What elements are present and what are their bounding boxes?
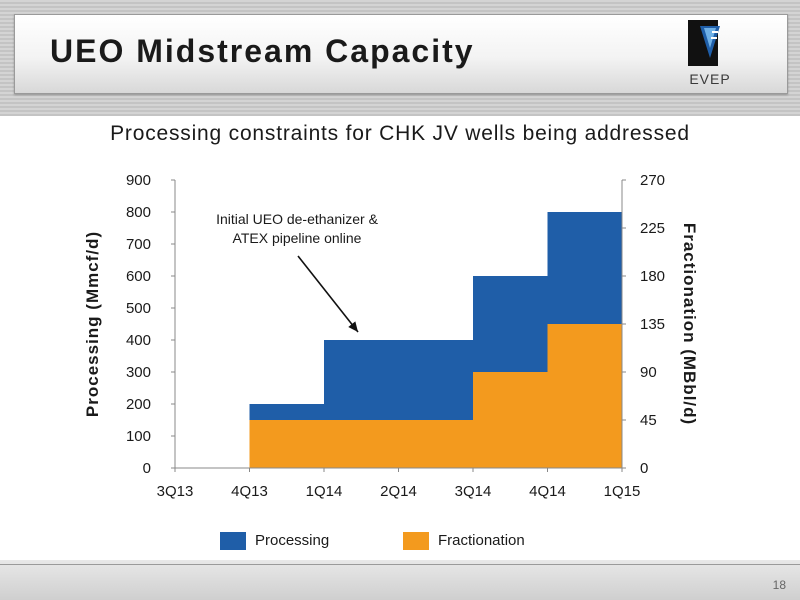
right-tick-label: 0 [640, 460, 648, 477]
chart: 0 100 200 300 400 500 600 700 800 900 0 45 90 135 180 2… [83, 172, 699, 500]
x-tick-label: 4Q13 [231, 483, 268, 500]
page-number: 18 [772, 578, 786, 592]
left-tick-label: 100 [126, 428, 151, 445]
page-title: UEO Midstream Capacity [50, 33, 475, 69]
evep-logo: EVEP [688, 20, 730, 87]
right-tick-label: 135 [640, 316, 665, 333]
right-axis-title: Fractionation (MBbl/d) [680, 223, 699, 425]
footer-band [0, 560, 800, 600]
x-tick-label: 1Q15 [604, 483, 641, 500]
footer-divider [0, 564, 800, 565]
left-tick-label: 300 [126, 364, 151, 381]
annotation-arrow-line [297, 255, 359, 333]
left-tick-label: 900 [126, 172, 151, 189]
x-tick-label: 3Q14 [455, 483, 492, 500]
right-tick-label: 45 [640, 412, 657, 429]
x-tick-label: 3Q13 [157, 483, 194, 500]
legend-swatch-processing [220, 532, 246, 550]
left-tick-label: 400 [126, 332, 151, 349]
logo-text: EVEP [689, 71, 730, 87]
annotation-arrowhead [348, 321, 358, 332]
left-tick-label: 700 [126, 236, 151, 253]
left-tick-label: 600 [126, 268, 151, 285]
left-tick-label: 200 [126, 396, 151, 413]
legend-swatch-fractionation [403, 532, 429, 550]
fractionation-area [249, 324, 622, 468]
right-tick-label: 180 [640, 268, 665, 285]
left-axis-title: Processing (Mmcf/d) [83, 231, 102, 417]
legend-label-processing: Processing [255, 532, 330, 549]
title-panel [14, 14, 788, 94]
left-tick-label: 0 [143, 460, 151, 477]
annotation-text: ATEX pipeline online [233, 230, 362, 246]
right-tick-label: 225 [640, 220, 665, 237]
right-tick-label: 90 [640, 364, 657, 381]
chart-subtitle: Processing constraints for CHK JV wells … [110, 122, 690, 145]
x-tick-label: 4Q14 [529, 483, 566, 500]
left-tick-label: 800 [126, 204, 151, 221]
x-tick-label: 1Q14 [306, 483, 343, 500]
left-tick-label: 500 [126, 300, 151, 317]
annotation-text: Initial UEO de-ethanizer & [216, 211, 379, 227]
legend-label-fractionation: Fractionation [438, 532, 525, 549]
x-tick-label: 2Q14 [380, 483, 417, 500]
right-tick-label: 270 [640, 172, 665, 189]
